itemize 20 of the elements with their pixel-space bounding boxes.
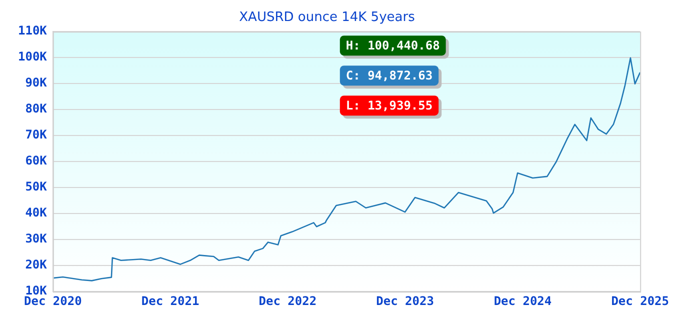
y-tick-label: 80K bbox=[25, 102, 48, 116]
y-tick-label: 20K bbox=[25, 258, 48, 272]
x-tick-label: Dec 2020 bbox=[24, 294, 82, 308]
annotation: H: 100,440.68 bbox=[346, 38, 440, 53]
x-tick-label: Dec 2024 bbox=[494, 294, 552, 308]
y-tick-label: 90K bbox=[25, 76, 48, 90]
annotation: L: 13,939.55 bbox=[346, 98, 433, 113]
y-tick-label: 30K bbox=[25, 232, 48, 246]
x-tick-label: Dec 2021 bbox=[141, 294, 200, 308]
chart-title: XAUSRD ounce 14K 5years bbox=[239, 10, 416, 26]
y-tick-label: 100K bbox=[18, 50, 48, 64]
y-tick-label: 40K bbox=[25, 206, 48, 220]
y-tick-label: 60K bbox=[25, 154, 48, 168]
y-tick-label: 110K bbox=[18, 24, 48, 38]
y-tick-label: 70K bbox=[25, 128, 48, 142]
y-tick-label: 50K bbox=[25, 180, 48, 194]
annotation: C: 94,872.63 bbox=[346, 68, 433, 83]
x-tick-label: Dec 2025 bbox=[611, 294, 669, 308]
x-tick-label: Dec 2022 bbox=[258, 294, 317, 308]
x-tick-label: Dec 2023 bbox=[376, 294, 434, 308]
